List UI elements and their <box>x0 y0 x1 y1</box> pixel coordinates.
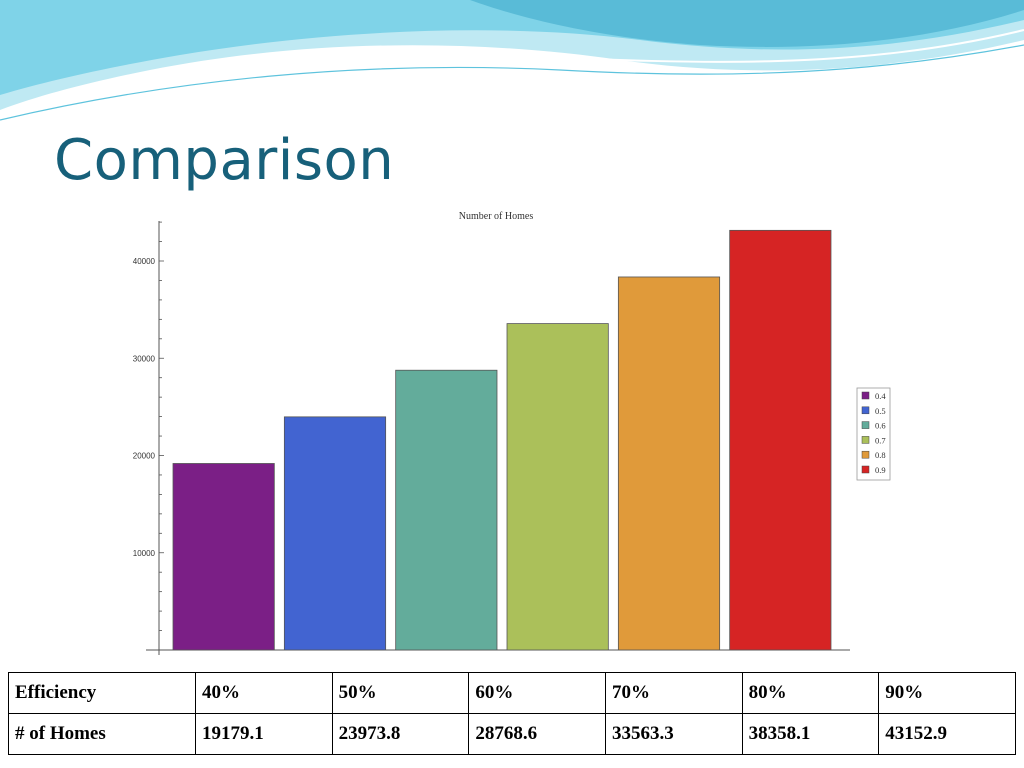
legend-swatch <box>861 421 870 429</box>
bar-chart: Number of Homes 10000 20000 30000 40000 0.4 0.… <box>128 204 908 666</box>
bar-0.6 <box>395 369 498 651</box>
table-row: Efficiency 40% 50% 60% 70% 80% 90% <box>8 672 1016 714</box>
legend-swatch <box>861 406 870 415</box>
row-header-cell: # of Homes <box>8 713 196 755</box>
y-tick-label: 30000 <box>133 354 156 363</box>
legend-box <box>856 387 891 481</box>
legend-label: 0.7 <box>875 435 886 445</box>
table-cell: 80% <box>741 672 880 714</box>
wave-band-dark <box>0 0 1024 47</box>
table-cell: 38358.1 <box>741 713 880 755</box>
table-cell: 28768.6 <box>468 713 606 755</box>
y-tick-label: 40000 <box>133 257 156 266</box>
table-cell: 90% <box>878 672 1016 714</box>
table-cell: 40% <box>195 672 333 714</box>
y-tick-label: 20000 <box>133 452 156 461</box>
table-row: # of Homes 19179.1 23973.8 28768.6 33563.3 38… <box>8 713 1016 755</box>
legend-label: 0.9 <box>875 465 886 475</box>
table-cell: 70% <box>604 672 743 714</box>
legend-label: 0.8 <box>875 450 886 460</box>
slide-title: Comparison <box>54 128 395 193</box>
y-tick-label: 10000 <box>133 549 156 558</box>
wave-line <box>0 29 1024 113</box>
bar-0.8 <box>617 276 721 651</box>
row-header-cell: Efficiency <box>8 672 196 714</box>
table-cell: 50% <box>331 672 470 714</box>
bar-0.7 <box>506 323 609 651</box>
table-cell: 43152.9 <box>878 713 1016 755</box>
table-cell: 33563.3 <box>604 713 743 755</box>
table-cell: 19179.1 <box>195 713 333 755</box>
bar-0.5 <box>283 416 387 651</box>
legend-label: 0.6 <box>875 421 886 431</box>
legend-label: 0.5 <box>875 406 886 416</box>
header-wave-decoration <box>0 0 1024 121</box>
legend-swatch <box>861 391 870 400</box>
legend-swatch <box>861 436 870 444</box>
table-cell: 23973.8 <box>331 713 470 755</box>
legend-swatch <box>861 465 870 474</box>
wave-line-2 <box>0 44 1024 121</box>
data-table: Efficiency 40% 50% 60% 70% 80% 90% # of Homes 19… <box>8 672 1016 755</box>
bar-0.4 <box>172 463 275 651</box>
legend-label: 0.4 <box>875 391 886 401</box>
legend-swatch <box>861 450 870 459</box>
chart-canvas: Number of Homes 10000 20000 30000 40000 0.4 0.… <box>133 211 891 655</box>
chart-title: Number of Homes <box>459 211 534 222</box>
bar-0.9 <box>729 229 832 651</box>
table-cell: 60% <box>468 672 606 714</box>
